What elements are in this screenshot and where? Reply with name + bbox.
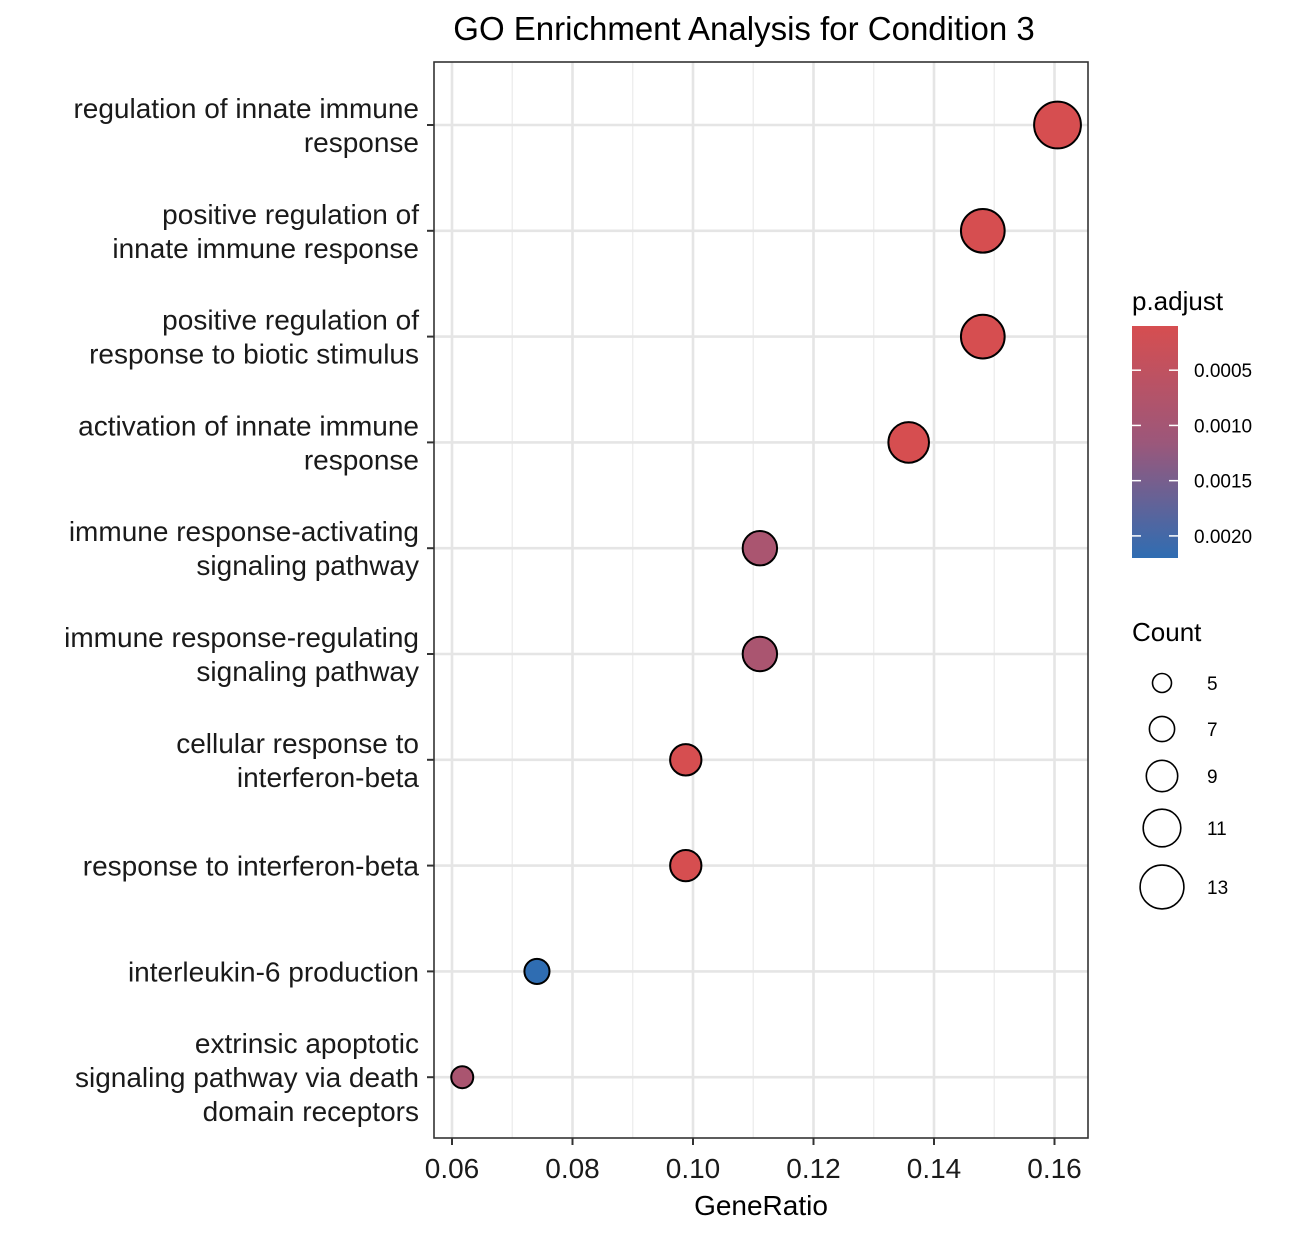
data-point	[450, 1065, 475, 1090]
y-axis-labels: regulation of innate immune response posit…	[64, 93, 434, 1127]
data-point	[959, 207, 1006, 254]
size-legend-circle	[1151, 672, 1173, 694]
size-legend-label: 9	[1207, 767, 1218, 788]
p-adjust-colorbar	[1132, 326, 1178, 558]
colorbar-label: 0.0010	[1194, 416, 1252, 437]
data-point	[959, 313, 1006, 360]
plot-border	[433, 61, 1089, 1139]
size-legend-circle	[1145, 759, 1179, 793]
colorbar-label: 0.0005	[1194, 361, 1252, 382]
x-tick-label: 0.10	[666, 1153, 721, 1184]
y-tick-label: regulation of innate immune response	[73, 93, 419, 158]
data-point	[523, 957, 551, 985]
chart-title: GO Enrichment Analysis for Condition 3	[453, 10, 1034, 47]
y-tick-label: extrinsic apoptotic signaling pathway via…	[75, 1028, 419, 1127]
p-adjust-legend-title: p.adjust	[1132, 286, 1224, 316]
y-tick-label: immune response-activating signaling path…	[69, 516, 419, 581]
data-point	[1033, 100, 1082, 150]
x-tick-label: 0.16	[1027, 1153, 1082, 1184]
x-tick-label: 0.14	[907, 1153, 962, 1184]
data-point	[669, 848, 703, 883]
data-point	[741, 530, 779, 567]
size-legend-label: 11	[1207, 819, 1227, 840]
size-legend-circle	[1148, 715, 1176, 743]
y-tick-label: cellular response to interferon-beta	[176, 728, 419, 793]
plot-panel	[433, 61, 1089, 1139]
y-tick-label: positive regulation of innate immune resp…	[112, 199, 419, 264]
y-tick-label: activation of innate immune response	[78, 410, 419, 475]
data-point	[669, 743, 703, 777]
size-legend-circle	[1139, 864, 1185, 910]
size-legend-circle	[1142, 808, 1182, 848]
count-legend-title: Count	[1132, 617, 1202, 647]
colorbar-label: 0.0015	[1194, 472, 1252, 493]
size-legend-label: 7	[1207, 720, 1218, 741]
x-tick-label: 0.06	[425, 1153, 480, 1184]
y-tick-label: interleukin-6 production	[128, 956, 419, 987]
y-tick-label: immune response-regulating signaling path…	[64, 622, 419, 687]
y-tick-label: positive regulation of response to biotic…	[89, 305, 419, 370]
colorbar-label: 0.0020	[1194, 527, 1252, 548]
count-legend: Count 5 7 9 11 13	[1132, 617, 1228, 910]
data-point	[887, 421, 930, 464]
x-axis: 0.06 0.08 0.10 0.12 0.14 0.16	[425, 1138, 1082, 1184]
x-tick-label: 0.12	[786, 1153, 841, 1184]
size-legend-label: 5	[1207, 674, 1218, 695]
size-legend-label: 13	[1207, 878, 1228, 899]
x-tick-label: 0.08	[545, 1153, 600, 1184]
p-adjust-legend: p.adjust 0.0005 0.0010 0.0015 0.0020	[1132, 286, 1252, 558]
x-axis-title: GeneRatio	[694, 1190, 828, 1221]
y-tick-label: response to interferon-beta	[83, 851, 420, 882]
data-point	[741, 635, 779, 673]
